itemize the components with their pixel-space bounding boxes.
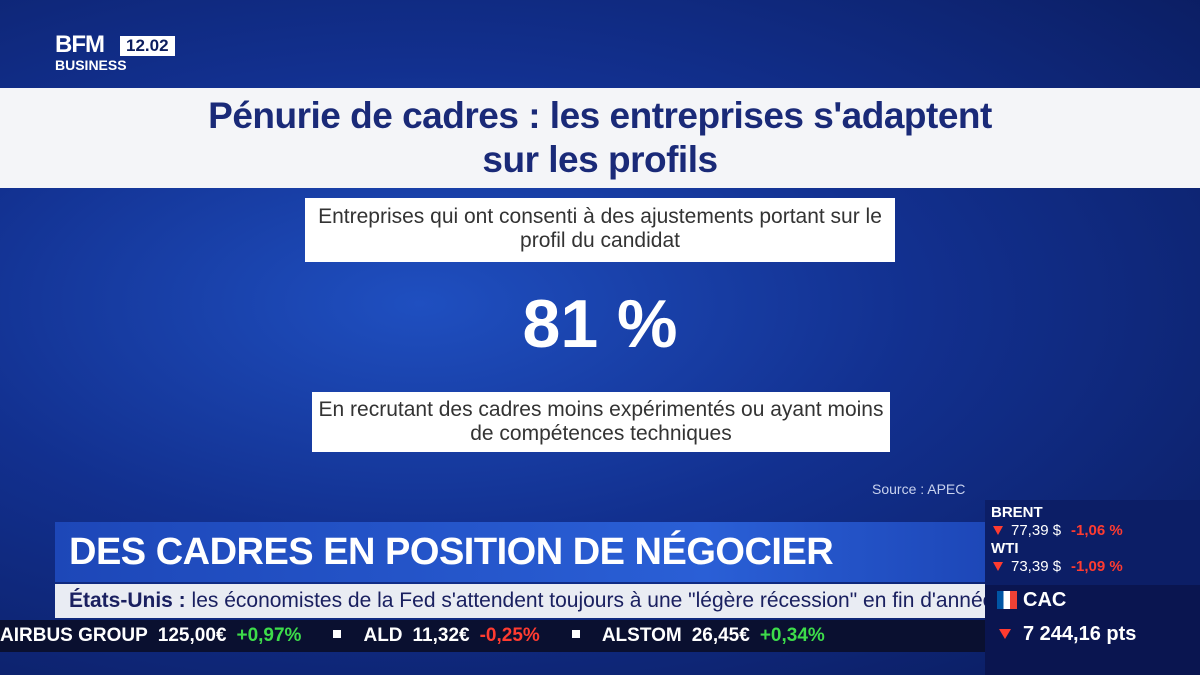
market-price: 77,39 $ <box>1011 522 1062 539</box>
stock-change: +0,34% <box>759 625 825 646</box>
logo-channel: BUSINESS <box>55 57 127 73</box>
news-label: États-Unis : <box>69 589 186 612</box>
description: En recrutant des cadres moins expériment… <box>318 398 884 445</box>
stock-price: 11,32€ <box>412 625 470 646</box>
news-text: les économistes de la Fed s'attendent to… <box>191 589 985 612</box>
stock-ticker: AIRBUS GROUP 125,00€ +0,97% ALD 11,32€ -0,25%… <box>0 620 985 652</box>
market-change: -1,06 % <box>1071 522 1123 539</box>
market-change: -1,09 % <box>1071 558 1123 575</box>
stock-change: -0,25% <box>479 625 540 646</box>
index-name: CAC <box>1023 589 1067 611</box>
logo-brand: BFM <box>55 31 105 58</box>
description-box: En recrutant des cadres moins expériment… <box>312 392 890 452</box>
title-line: sur les profils <box>482 139 718 180</box>
market-name: WTI <box>991 540 1019 557</box>
title-line: Pénurie de cadres : les entreprises s'ad… <box>208 95 992 136</box>
index-panel: CAC 7 244,16 pts <box>985 585 1200 675</box>
market-arrow <box>993 526 1003 535</box>
subtitle-box: Entreprises qui ont consenti à des ajust… <box>305 198 895 262</box>
index-value: 7 244,16 pts <box>1023 623 1137 645</box>
stock-change: +0,97% <box>236 625 302 646</box>
subtitle: Entreprises qui ont consenti à des ajust… <box>318 205 882 252</box>
market-price: 73,39 $ <box>1011 558 1062 575</box>
clock: 12.02 <box>120 36 175 56</box>
stock-name: AIRBUS GROUP <box>0 625 148 646</box>
market-name: BRENT <box>991 504 1043 521</box>
source: Source : APEC <box>872 481 966 497</box>
flag <box>997 591 1017 609</box>
stock-name: ALSTOM <box>601 625 682 646</box>
headline: DES CADRES EN POSITION DE NÉGOCIER <box>55 522 985 582</box>
title-band: Pénurie de cadres : les entreprises s'ad… <box>0 88 1200 188</box>
ticker-separator <box>571 630 580 639</box>
index-arrow <box>999 629 1011 639</box>
news-ticker: États-Unis : les économistes de la Fed s… <box>55 584 985 618</box>
market-arrow <box>993 562 1003 571</box>
ticker-separator <box>333 630 342 639</box>
stat: 81 % <box>522 286 678 362</box>
stock-name: ALD <box>363 625 403 646</box>
stock-price: 26,45€ <box>691 625 750 646</box>
stock-price: 125,00€ <box>157 625 227 646</box>
